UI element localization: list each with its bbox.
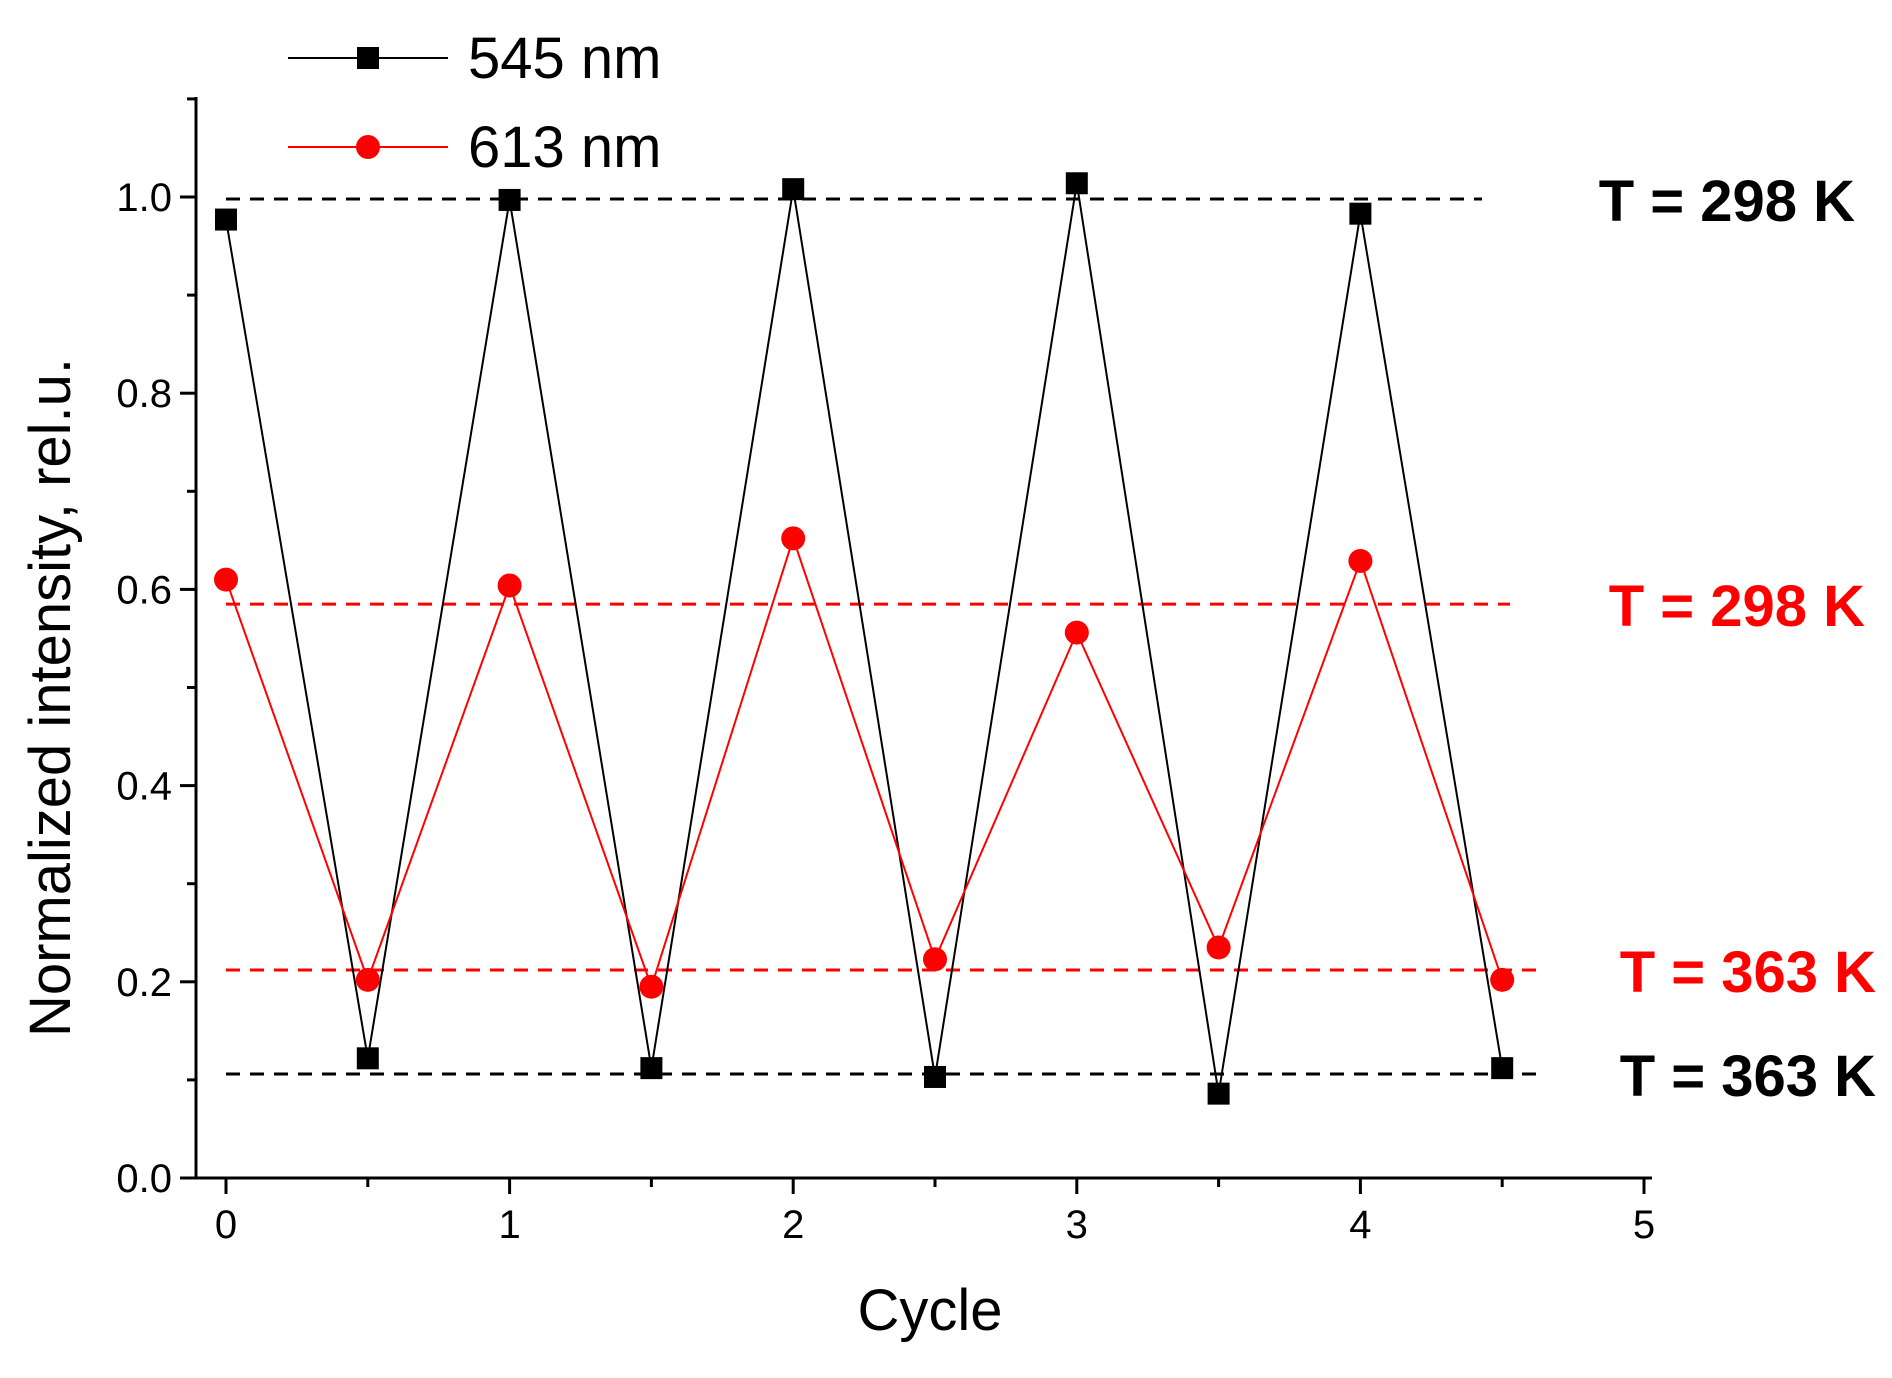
x-tick-label: 1: [498, 1203, 520, 1247]
legend-marker-square: [357, 47, 379, 69]
data-point-613nm: [781, 526, 806, 551]
data-point-613nm: [497, 573, 522, 598]
y-tick-label: 0.4: [116, 765, 172, 809]
data-point-613nm: [1064, 620, 1089, 645]
reference-line-label: T = 298 K: [1609, 574, 1865, 639]
data-point-545nm: [356, 1047, 379, 1070]
reference-lines: T = 298 K T = 298 K T = 363 K T = 363 K: [226, 169, 1876, 1109]
axes: 0 1 2 3 4 5 0.0 0.2 0.4 0.6 0.8 1.0: [116, 97, 1655, 1247]
data-point-545nm: [1207, 1082, 1230, 1105]
data-point-545nm: [924, 1065, 946, 1088]
x-tick-label: 3: [1066, 1203, 1088, 1247]
reference-line-label: T = 363 K: [1620, 940, 1876, 1005]
series-line-545nm: [225, 183, 1504, 1094]
y-tick-label: 0.6: [116, 568, 172, 612]
reference-line-label: T = 298 K: [1599, 169, 1855, 234]
series-group: [214, 172, 1515, 1105]
y-tick-label: 1.0: [116, 176, 172, 220]
y-tick-label: 0.8: [116, 372, 172, 416]
y-tick-label: 0.2: [116, 961, 172, 1005]
data-point-613nm: [1490, 967, 1515, 992]
data-point-545nm: [498, 188, 521, 211]
x-tick-label: 0: [215, 1203, 237, 1247]
data-point-545nm: [782, 178, 805, 201]
x-tick-label: 5: [1633, 1203, 1655, 1247]
data-point-545nm: [215, 208, 237, 231]
data-point-545nm: [1065, 172, 1088, 195]
x-tick-label: 2: [782, 1203, 804, 1247]
data-point-613nm: [214, 567, 238, 592]
data-point-613nm: [1206, 935, 1231, 960]
legend-label: 545 nm: [468, 26, 661, 91]
data-point-613nm: [639, 974, 664, 999]
y-tick-label: 0.0: [116, 1157, 172, 1201]
data-point-545nm: [1491, 1057, 1514, 1080]
data-point-613nm: [355, 967, 380, 992]
x-tick-label: 4: [1349, 1203, 1371, 1247]
legend: 545 nm 613 nm: [288, 26, 661, 180]
data-point-613nm: [923, 947, 947, 972]
legend-label: 613 nm: [468, 115, 661, 180]
x-axis-title: Cycle: [857, 1278, 1002, 1343]
reference-line-label: T = 363 K: [1620, 1044, 1876, 1109]
data-point-613nm: [1348, 548, 1373, 573]
legend-marker-circle: [356, 135, 380, 159]
y-axis-title: Normalized intensity, rel.u.: [18, 358, 83, 1037]
data-point-545nm: [1349, 202, 1372, 225]
series-line-613nm: [225, 535, 1504, 990]
data-point-545nm: [640, 1057, 663, 1080]
